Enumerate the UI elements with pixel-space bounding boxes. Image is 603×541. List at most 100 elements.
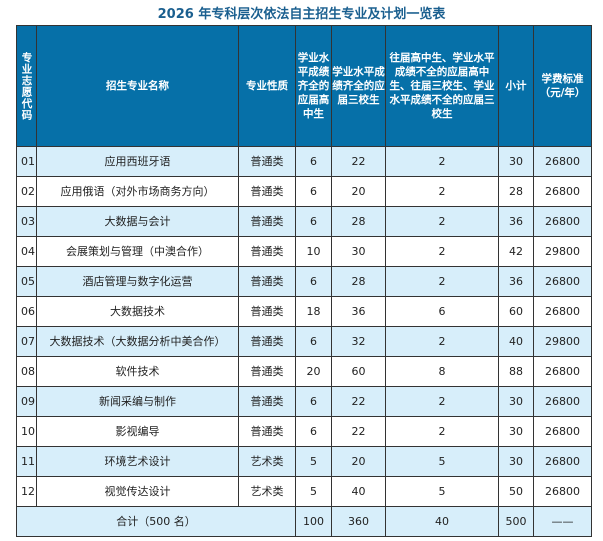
cell-code: 06 [16, 296, 37, 327]
cell-fee: 26800 [533, 356, 592, 387]
table-row: 08 软件技术 普通类 20 60 8 88 26800 [16, 356, 592, 387]
cell-count-c2: 32 [331, 326, 386, 357]
cell-subtotal: 30 [498, 446, 534, 477]
cell-count-c1: 6 [295, 326, 332, 357]
cell-count-c1: 20 [295, 356, 332, 387]
cell-type: 普通类 [238, 326, 296, 357]
cell-fee: 26800 [533, 176, 592, 207]
cell-type: 普通类 [238, 206, 296, 237]
cell-code: 12 [16, 476, 37, 507]
header-c2: 学业水平成绩齐全的应届三校生 [331, 25, 386, 147]
cell-major-name: 酒店管理与数字化运营 [36, 266, 239, 297]
cell-major-name: 应用西班牙语 [36, 146, 239, 177]
total-c2: 360 [331, 506, 386, 537]
enrollment-table: 专业志愿代码 招生专业名称 专业性质 学业水平成绩齐全的应届高中生 学业水平成绩… [16, 25, 592, 537]
table-row: 10 影视编导 普通类 6 22 2 30 26800 [16, 416, 592, 447]
cell-type: 普通类 [238, 386, 296, 417]
cell-subtotal: 30 [498, 386, 534, 417]
cell-count-c1: 18 [295, 296, 332, 327]
cell-count-c1: 6 [295, 266, 332, 297]
total-c1: 100 [295, 506, 332, 537]
cell-count-c3: 2 [385, 326, 499, 357]
cell-major-name: 应用俄语（对外市场商务方向） [36, 176, 239, 207]
cell-code: 05 [16, 266, 37, 297]
header-c3: 往届高中生、学业水平成绩不全的应届高中生、往届三校生、学业水平成绩不全的应届三校… [385, 25, 499, 147]
cell-fee: 26800 [533, 146, 592, 177]
cell-major-name: 大数据技术 [36, 296, 239, 327]
cell-code: 11 [16, 446, 37, 477]
cell-code: 07 [16, 326, 37, 357]
cell-count-c1: 5 [295, 446, 332, 477]
cell-code: 04 [16, 236, 37, 267]
table-row: 05 酒店管理与数字化运营 普通类 6 28 2 36 26800 [16, 266, 592, 297]
cell-code: 01 [16, 146, 37, 177]
cell-subtotal: 60 [498, 296, 534, 327]
cell-major-name: 视觉传达设计 [36, 476, 239, 507]
cell-fee: 26800 [533, 296, 592, 327]
cell-count-c2: 20 [331, 446, 386, 477]
header-type: 专业性质 [238, 25, 296, 147]
cell-count-c2: 22 [331, 146, 386, 177]
cell-count-c1: 6 [295, 416, 332, 447]
cell-count-c1: 6 [295, 386, 332, 417]
cell-count-c2: 28 [331, 206, 386, 237]
cell-count-c3: 2 [385, 146, 499, 177]
cell-count-c3: 5 [385, 476, 499, 507]
cell-count-c3: 2 [385, 236, 499, 267]
total-sum: 500 [498, 506, 534, 537]
cell-count-c3: 2 [385, 176, 499, 207]
table-row: 04 会展策划与管理（中澳合作） 普通类 10 30 2 42 29800 [16, 236, 592, 267]
cell-count-c3: 2 [385, 206, 499, 237]
cell-code: 02 [16, 176, 37, 207]
cell-count-c1: 5 [295, 476, 332, 507]
total-c3: 40 [385, 506, 499, 537]
cell-count-c2: 36 [331, 296, 386, 327]
cell-major-name: 软件技术 [36, 356, 239, 387]
cell-count-c1: 10 [295, 236, 332, 267]
cell-code: 10 [16, 416, 37, 447]
cell-type: 普通类 [238, 356, 296, 387]
cell-fee: 26800 [533, 476, 592, 507]
cell-fee: 29800 [533, 236, 592, 267]
header-name: 招生专业名称 [36, 25, 239, 147]
cell-count-c2: 60 [331, 356, 386, 387]
header-fee: 学费标准（元/年） [533, 25, 592, 147]
cell-type: 普通类 [238, 266, 296, 297]
cell-subtotal: 30 [498, 416, 534, 447]
cell-count-c3: 2 [385, 266, 499, 297]
cell-subtotal: 50 [498, 476, 534, 507]
cell-count-c2: 28 [331, 266, 386, 297]
cell-code: 03 [16, 206, 37, 237]
cell-count-c1: 6 [295, 176, 332, 207]
table-row: 07 大数据技术（大数据分析中美合作） 普通类 6 32 2 40 29800 [16, 326, 592, 357]
cell-major-name: 会展策划与管理（中澳合作） [36, 236, 239, 267]
total-label: 合计（500 名） [16, 506, 296, 537]
cell-fee: 26800 [533, 266, 592, 297]
cell-count-c3: 8 [385, 356, 499, 387]
cell-count-c2: 20 [331, 176, 386, 207]
table-row: 12 视觉传达设计 艺术类 5 40 5 50 26800 [16, 476, 592, 507]
cell-subtotal: 28 [498, 176, 534, 207]
header-c1: 学业水平成绩齐全的应届高中生 [295, 25, 332, 147]
cell-subtotal: 40 [498, 326, 534, 357]
page-title: 2026 年专科层次依法自主招生专业及计划一览表 [157, 7, 446, 22]
cell-count-c1: 6 [295, 206, 332, 237]
cell-type: 艺术类 [238, 476, 296, 507]
cell-major-name: 大数据与会计 [36, 206, 239, 237]
cell-fee: 26800 [533, 386, 592, 417]
cell-subtotal: 30 [498, 146, 534, 177]
cell-fee: 29800 [533, 326, 592, 357]
cell-code: 08 [16, 356, 37, 387]
cell-type: 普通类 [238, 416, 296, 447]
cell-subtotal: 36 [498, 206, 534, 237]
table-row: 06 大数据技术 普通类 18 36 6 60 26800 [16, 296, 592, 327]
cell-fee: 26800 [533, 416, 592, 447]
cell-major-name: 影视编导 [36, 416, 239, 447]
cell-type: 普通类 [238, 236, 296, 267]
cell-type: 普通类 [238, 146, 296, 177]
table-row: 11 环境艺术设计 艺术类 5 20 5 30 26800 [16, 446, 592, 477]
cell-subtotal: 42 [498, 236, 534, 267]
cell-fee: 26800 [533, 446, 592, 477]
cell-count-c2: 40 [331, 476, 386, 507]
total-row: 合计（500 名） 100 360 40 500 —— [16, 506, 592, 537]
